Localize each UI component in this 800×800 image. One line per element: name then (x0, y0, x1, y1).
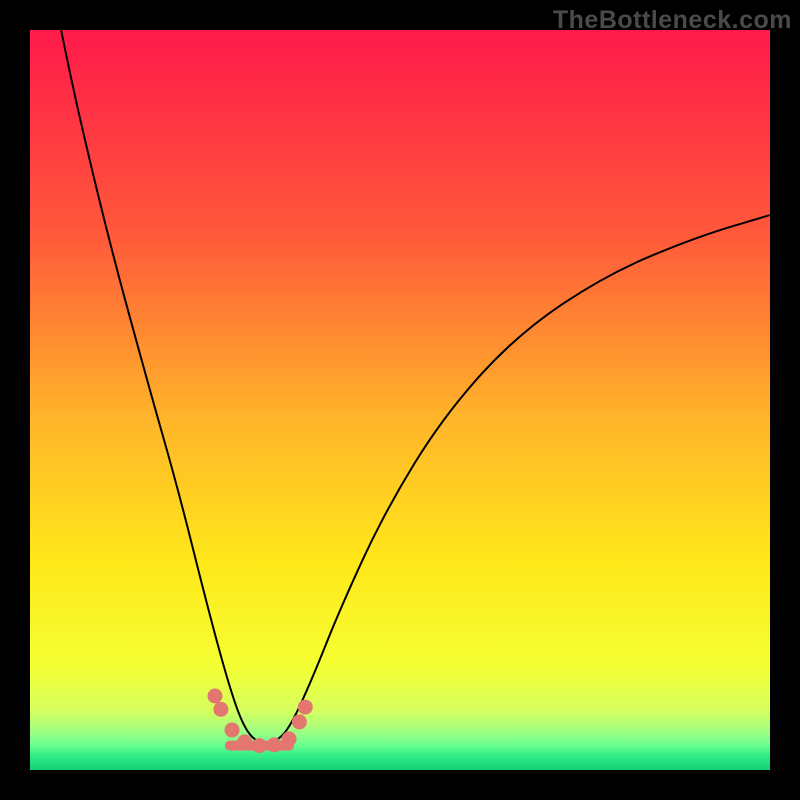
data-marker (252, 739, 266, 753)
data-marker (267, 738, 281, 752)
data-marker (282, 732, 296, 746)
watermark-text: TheBottleneck.com (553, 6, 792, 35)
plot-area (30, 30, 770, 770)
data-marker (298, 700, 312, 714)
data-marker (225, 723, 239, 737)
chart-container: TheBottleneck.com (0, 0, 800, 800)
data-marker (208, 689, 222, 703)
data-marker (238, 735, 252, 749)
bottleneck-curve-chart (30, 30, 770, 770)
data-marker (214, 702, 228, 716)
gradient-background (30, 30, 770, 770)
data-marker (292, 715, 306, 729)
